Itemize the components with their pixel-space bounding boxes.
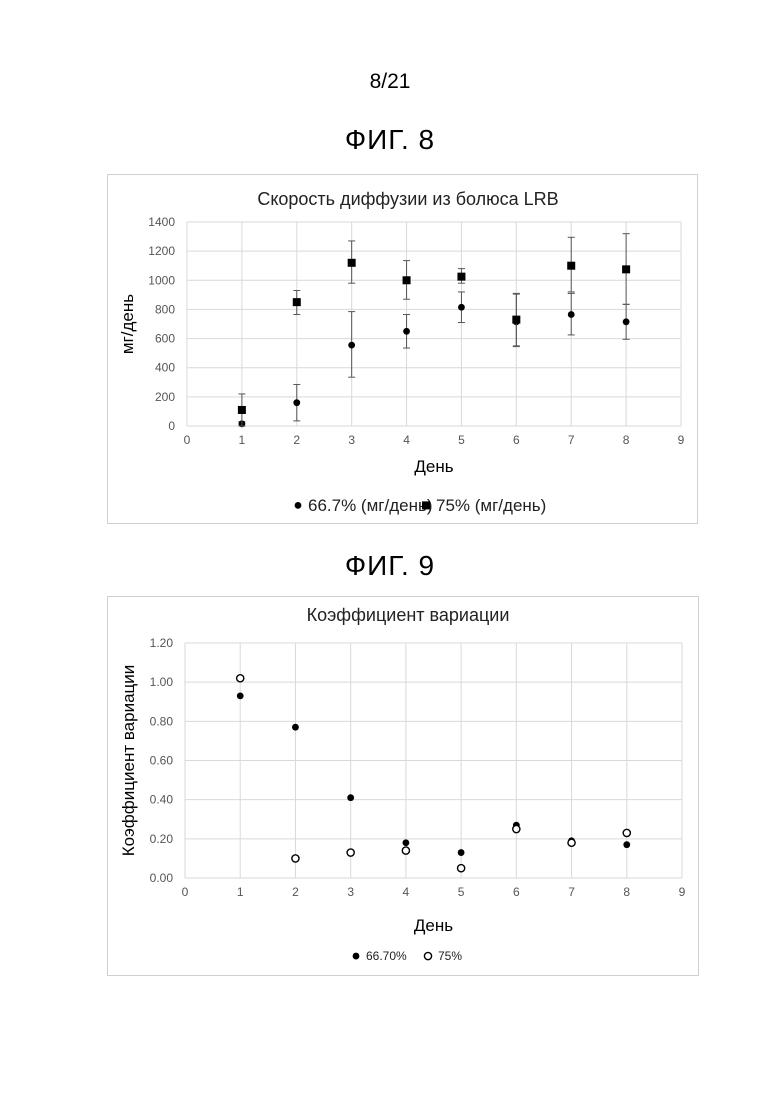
data-point (347, 794, 354, 801)
data-point (237, 675, 244, 682)
diffusion-rate-chart-svg: Скорость диффузии из болюса LRB020040060… (108, 175, 697, 523)
y-tick-label: 0.80 (150, 714, 174, 728)
legend-label: 66.7% (мг/день) (308, 496, 432, 515)
data-point (237, 692, 244, 699)
data-point (292, 724, 299, 731)
data-point (623, 829, 630, 836)
data-point (292, 855, 299, 862)
x-axis-label: День (414, 457, 453, 476)
variation-coefficient-chart: Коэффициент вариации 0.00 0.20 0.40 0.60 0.80… (107, 596, 699, 976)
x-tick-label: 0 (182, 885, 189, 899)
x-tick-label: 1 (239, 433, 246, 447)
y-tick-label: 1.20 (150, 636, 174, 650)
x-tick-label: 5 (458, 885, 465, 899)
x-tick-label: 8 (623, 433, 630, 447)
x-tick-label: 1 (237, 885, 244, 899)
figure-9-title: ФИГ. 9 (0, 550, 780, 582)
data-point (458, 304, 465, 311)
data-point (238, 406, 246, 414)
x-tick-label: 3 (347, 885, 354, 899)
legend-marker (424, 952, 431, 959)
legend-label: 75% (438, 949, 462, 963)
y-tick-label: 400 (155, 361, 175, 375)
legend-marker (353, 953, 360, 960)
data-point (348, 342, 355, 349)
x-tick-label: 0 (184, 433, 191, 447)
diffusion-rate-chart: Скорость диффузии из болюса LRB020040060… (107, 174, 698, 524)
y-axis-label: Коэффициент вариации (119, 665, 138, 857)
data-point (567, 262, 575, 270)
data-point (347, 849, 354, 856)
legend-marker (295, 502, 302, 509)
data-point (457, 273, 465, 281)
x-tick-label: 7 (568, 433, 575, 447)
variation-coefficient-chart-svg: Коэффициент вариации 0.00 0.20 0.40 0.60 0.80… (108, 597, 698, 975)
data-point (623, 841, 630, 848)
data-point (348, 259, 356, 267)
x-tick-label: 9 (679, 885, 686, 899)
x-tick-label: 7 (568, 885, 575, 899)
data-point (458, 849, 465, 856)
chart-title: Скорость диффузии из болюса LRB (257, 189, 558, 209)
y-tick-label: 1400 (148, 215, 175, 229)
figure-8-title: ФИГ. 8 (0, 124, 780, 156)
data-point (403, 328, 410, 335)
y-tick-label: 0.40 (150, 793, 174, 807)
y-axis-label: мг/день (118, 294, 137, 354)
x-axis-label: День (414, 916, 453, 935)
x-tick-label: 9 (678, 433, 685, 447)
legend: 66.7% (мг/день)75% (мг/день) (295, 496, 547, 515)
x-tick-label: 6 (513, 433, 520, 447)
chart-title: Коэффициент вариации (307, 605, 510, 625)
y-tick-label: 0.60 (150, 754, 174, 768)
data-point (293, 298, 301, 306)
y-tick-label: 0 (168, 419, 175, 433)
data-point (622, 265, 630, 273)
data-point (568, 839, 575, 846)
legend-label: 75% (мг/день) (436, 496, 546, 515)
y-tick-label: 600 (155, 332, 175, 346)
data-point (513, 825, 520, 832)
data-point (403, 276, 411, 284)
data-point (402, 839, 409, 846)
data-point (293, 399, 300, 406)
y-tick-label: 0.20 (150, 832, 174, 846)
data-point (568, 311, 575, 318)
data-point (402, 847, 409, 854)
y-tick-label: 1.00 (150, 675, 174, 689)
x-tick-label: 4 (403, 433, 410, 447)
legend-marker (422, 501, 430, 509)
legend-label: 66.70% (366, 949, 407, 963)
x-tick-label: 5 (458, 433, 465, 447)
data-point (512, 316, 520, 324)
x-tick-label: 2 (293, 433, 300, 447)
x-tick-label: 8 (623, 885, 630, 899)
y-tick-label: 1200 (148, 244, 175, 258)
y-tick-label: 800 (155, 302, 175, 316)
y-tick-label: 1000 (148, 273, 175, 287)
x-tick-label: 2 (292, 885, 299, 899)
x-tick-label: 4 (403, 885, 410, 899)
y-tick-label: 0.00 (150, 871, 174, 885)
page-number: 8/21 (0, 70, 780, 94)
y-tick-label: 200 (155, 390, 175, 404)
x-tick-label: 6 (513, 885, 520, 899)
data-point (623, 318, 630, 325)
legend: 66.70% 75% (353, 949, 463, 963)
data-point (458, 865, 465, 872)
x-tick-label: 3 (348, 433, 355, 447)
